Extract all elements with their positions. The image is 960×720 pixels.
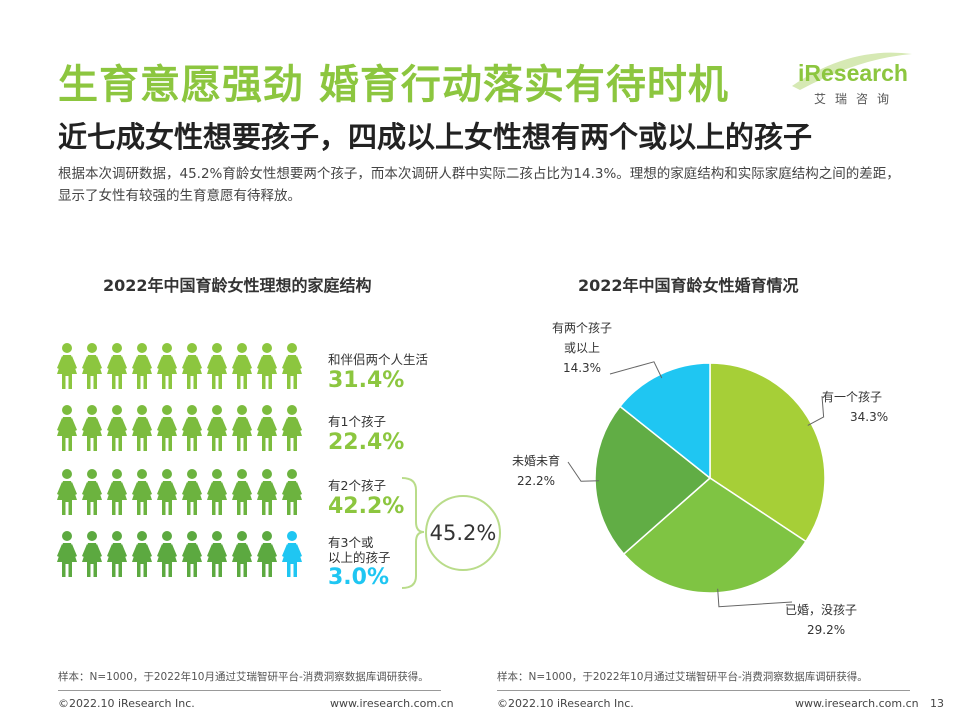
woman-icon bbox=[157, 343, 177, 389]
row-label-three-children-line2: 以上的孩子 bbox=[328, 550, 391, 565]
woman-icon bbox=[82, 531, 102, 577]
footer-copyright-right: ©2022.10 iResearch Inc. bbox=[497, 697, 634, 710]
woman-icon bbox=[107, 531, 127, 577]
woman-icon bbox=[82, 405, 102, 451]
left-sample-note: 样本：N=1000，于2022年10月通过艾瑞智研平台-消费洞察数据库调研获得。 bbox=[58, 671, 429, 683]
page-number: 13 bbox=[930, 697, 944, 710]
row-label-one-child: 有1个孩子 bbox=[328, 414, 386, 429]
pie-label-one-child: 有一个孩子 34.3% bbox=[822, 387, 888, 427]
woman-icon bbox=[157, 469, 177, 515]
pie-label-two-plus: 有两个孩子 或以上 14.3% bbox=[552, 318, 612, 378]
row-label-two-children: 有2个孩子 bbox=[328, 478, 386, 493]
woman-icon bbox=[132, 405, 152, 451]
woman-icon bbox=[57, 531, 77, 577]
woman-icon bbox=[107, 405, 127, 451]
pie-label-two-plus-line1: 有两个孩子 bbox=[552, 321, 613, 335]
woman-icon bbox=[182, 343, 202, 389]
woman-icon bbox=[282, 343, 302, 389]
page-title: 生育意愿强劲 婚育行动落实有待时机 bbox=[58, 62, 729, 108]
pie-chart-title: 2022年中国育龄女性婚育情况 bbox=[578, 276, 799, 295]
woman-icon bbox=[232, 405, 252, 451]
pictogram-chart-title: 2022年中国育龄女性理想的家庭结构 bbox=[103, 276, 372, 295]
pie-label-one-child-name: 有一个孩子 bbox=[822, 390, 883, 404]
footer-copyright-left: ©2022.10 iResearch Inc. bbox=[58, 697, 195, 710]
woman-icon bbox=[107, 343, 127, 389]
row-label-couple: 和伴侣两个人生活 bbox=[328, 352, 429, 367]
woman-icon bbox=[232, 343, 252, 389]
woman-icon bbox=[257, 531, 277, 577]
footer-divider-right bbox=[497, 690, 910, 691]
logo-word: iResearch bbox=[798, 60, 908, 86]
leader-line-married-no-child bbox=[717, 588, 793, 608]
woman-icon bbox=[157, 405, 177, 451]
bracket-total-badge: 45.2% bbox=[425, 495, 501, 571]
row-pct-two-children: 42.2% bbox=[328, 494, 405, 519]
woman-icon bbox=[57, 405, 77, 451]
row-pct-one-child: 22.4% bbox=[328, 430, 405, 455]
bracket-total-value: 45.2% bbox=[429, 521, 497, 545]
row-pct-couple: 31.4% bbox=[328, 368, 405, 393]
right-sample-note: 样本：N=1000，于2022年10月通过艾瑞智研平台-消费洞察数据库调研获得。 bbox=[497, 671, 868, 683]
page-subtitle: 近七成女性想要孩子，四成以上女性想有两个或以上的孩子 bbox=[58, 120, 813, 154]
pie-label-two-plus-line2: 或以上 bbox=[564, 341, 601, 355]
bracket-icon bbox=[401, 477, 425, 589]
woman-icon bbox=[182, 531, 202, 577]
woman-icon bbox=[157, 531, 177, 577]
logo-sub: 艾瑞咨询 bbox=[814, 92, 899, 106]
woman-icon bbox=[132, 531, 152, 577]
woman-icon bbox=[282, 531, 302, 577]
leader-line-two-plus bbox=[609, 361, 663, 379]
woman-icon bbox=[182, 469, 202, 515]
leader-line-one-child bbox=[807, 395, 825, 426]
woman-icon bbox=[82, 469, 102, 515]
pie-label-married-no-child: 已婚，没孩子 29.2% bbox=[785, 600, 857, 640]
woman-icon bbox=[182, 405, 202, 451]
woman-icon bbox=[207, 469, 227, 515]
woman-icon bbox=[132, 469, 152, 515]
woman-icon bbox=[232, 469, 252, 515]
pie-label-two-plus-value: 14.3% bbox=[562, 361, 602, 375]
woman-icon bbox=[207, 343, 227, 389]
row-label-three-children-line1: 有3个或 bbox=[328, 535, 374, 550]
woman-icon bbox=[107, 469, 127, 515]
leader-line-unmarried bbox=[567, 461, 600, 482]
pictogram-chart bbox=[57, 343, 302, 577]
pie-label-unmarried-name: 未婚未育 bbox=[512, 454, 561, 468]
woman-icon bbox=[257, 469, 277, 515]
pie-label-one-child-value: 34.3% bbox=[850, 410, 889, 424]
woman-icon bbox=[132, 343, 152, 389]
iresearch-logo: iResearch 艾瑞咨询 bbox=[790, 50, 915, 110]
footer-divider-left bbox=[58, 690, 441, 691]
woman-icon bbox=[57, 469, 77, 515]
woman-icon bbox=[207, 405, 227, 451]
logo-swoosh-icon bbox=[792, 52, 912, 90]
row-pct-three-children: 3.0% bbox=[328, 565, 390, 590]
pie-label-unmarried-value: 22.2% bbox=[516, 474, 556, 488]
pie-label-married-no-child-value: 29.2% bbox=[807, 623, 846, 637]
woman-icon bbox=[282, 469, 302, 515]
woman-icon bbox=[207, 531, 227, 577]
footer-url-left: www.iresearch.com.cn bbox=[330, 697, 454, 710]
pie-label-married-no-child-name: 已婚，没孩子 bbox=[785, 603, 858, 617]
footer-url-right: www.iresearch.com.cn bbox=[795, 697, 919, 710]
woman-icon bbox=[282, 405, 302, 451]
page-description: 根据本次调研数据，45.2%育龄女性想要两个孩子，而本次调研人群中实际二孩占比为… bbox=[58, 166, 900, 204]
woman-icon bbox=[257, 405, 277, 451]
pie-chart bbox=[567, 361, 826, 608]
woman-icon bbox=[57, 343, 77, 389]
woman-icon bbox=[82, 343, 102, 389]
pie-label-unmarried: 未婚未育 22.2% bbox=[512, 451, 560, 491]
woman-icon bbox=[257, 343, 277, 389]
woman-icon bbox=[232, 531, 252, 577]
